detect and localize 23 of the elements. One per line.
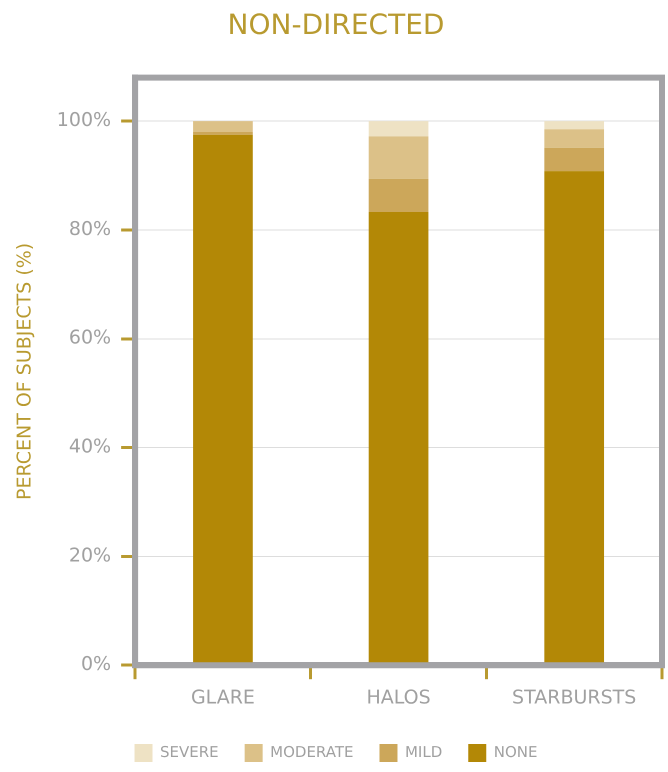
bar xyxy=(544,129,604,148)
bar xyxy=(544,148,604,172)
legend-label: MILD xyxy=(404,742,442,761)
y-tick-label: 80% xyxy=(68,218,112,240)
legend-label: MODERATE xyxy=(270,742,354,761)
bar xyxy=(368,121,428,136)
y-tick-label: 20% xyxy=(68,544,112,566)
y-tick-label: 60% xyxy=(68,326,112,349)
y-tick-label: 0% xyxy=(80,653,112,676)
legend-label: NONE xyxy=(494,742,538,761)
bar xyxy=(193,121,253,132)
bar xyxy=(544,121,604,130)
y-tick-label: 40% xyxy=(68,436,112,458)
y-axis-title: PERCENT OF SUBJECTS (%) xyxy=(13,242,36,500)
bar xyxy=(193,132,253,135)
y-tick-label: 100% xyxy=(56,109,112,132)
chart-title: NON-DIRECTED xyxy=(228,8,444,42)
x-tick-label: GLARE xyxy=(190,686,255,709)
x-tick-label: HALOS xyxy=(366,686,431,709)
bar xyxy=(368,136,428,179)
legend-label: SEVERE xyxy=(160,742,219,761)
x-tick-label: STARBURSTS xyxy=(512,686,636,709)
bar xyxy=(368,178,428,212)
